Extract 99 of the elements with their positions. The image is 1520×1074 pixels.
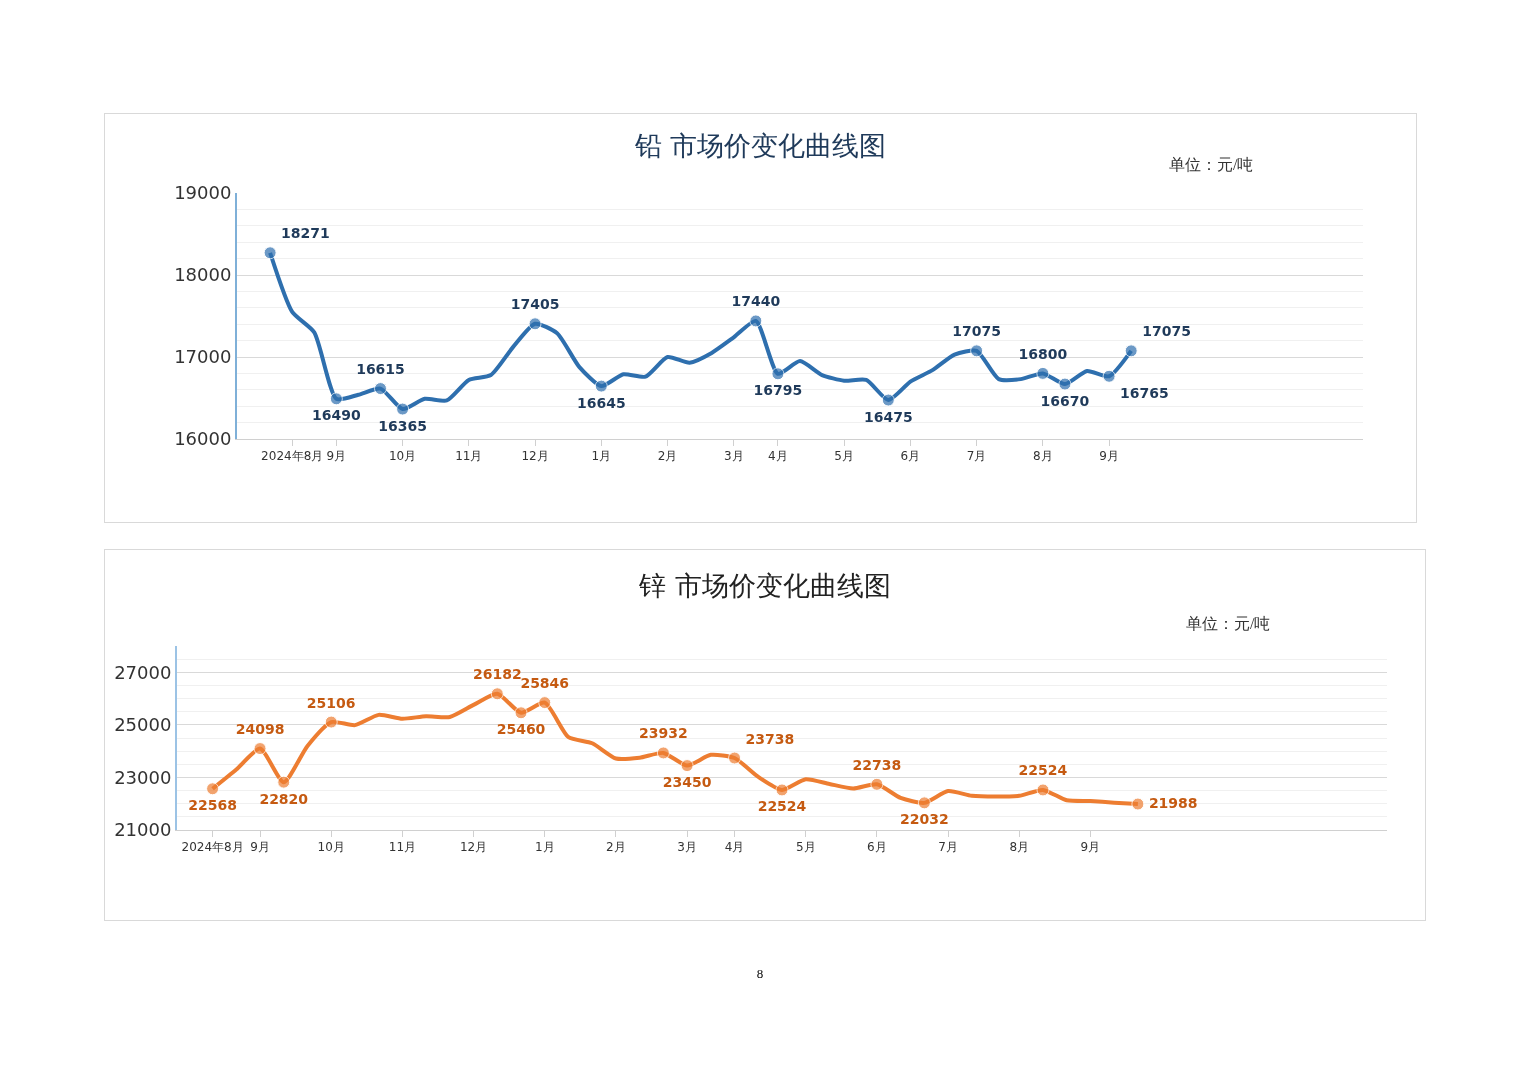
point xyxy=(324,715,338,729)
chart-title: 铅 市场价变化曲线图 xyxy=(633,130,887,162)
x-tick-label: 5月 xyxy=(834,449,854,464)
data-label: 16645 xyxy=(576,394,626,411)
data-label: 21988 xyxy=(1148,794,1198,811)
x-tick-label: 12月 xyxy=(459,840,488,855)
data-label: 16475 xyxy=(863,408,913,425)
x-tick-label: 4月 xyxy=(768,449,788,464)
y-tick-label: 21000 xyxy=(114,819,172,841)
point xyxy=(680,759,694,773)
x-tick-label: 9月 xyxy=(1099,449,1119,464)
data-label: 16365 xyxy=(378,417,427,434)
x-tick-label: 8月 xyxy=(1009,840,1030,855)
x-tick-label: 5月 xyxy=(795,840,816,855)
x-tick-label: 10月 xyxy=(388,449,417,464)
data-label: 22524 xyxy=(1018,762,1068,779)
chart-title: 锌 市场价变化曲线图 xyxy=(638,570,891,602)
x-tick-label: 3月 xyxy=(677,840,697,855)
data-label: 16795 xyxy=(753,382,803,399)
data-label: 25106 xyxy=(306,694,356,711)
point xyxy=(538,696,552,710)
point xyxy=(1058,377,1072,391)
data-label: 17075 xyxy=(952,323,1001,340)
x-tick-label: 8月 xyxy=(1033,449,1053,464)
y-tick-label: 16000 xyxy=(174,428,232,450)
point xyxy=(728,751,742,765)
y-tick-label: 23000 xyxy=(114,766,172,788)
data-label: 24098 xyxy=(235,721,285,738)
data-label: 25460 xyxy=(496,721,546,738)
point xyxy=(396,402,410,416)
y-tick-label: 18000 xyxy=(174,264,232,286)
y-tick-label: 25000 xyxy=(114,714,172,736)
point xyxy=(490,687,504,701)
point xyxy=(206,782,220,796)
data-label: 22820 xyxy=(259,790,309,807)
x-tick-label: 1月 xyxy=(534,840,555,855)
text: 单位：元/吨 xyxy=(1169,156,1254,173)
x-tick-label: 12月 xyxy=(521,449,549,464)
x-tick-label: 7月 xyxy=(938,840,958,855)
data-label: 17440 xyxy=(731,293,781,310)
point xyxy=(970,344,984,358)
x-tick-label: 9月 xyxy=(1080,840,1101,855)
data-label: 25846 xyxy=(520,675,570,692)
data-label: 22032 xyxy=(899,811,949,828)
x-tick-label: 2月 xyxy=(606,840,626,855)
x-tick-label: 1月 xyxy=(591,449,612,464)
x-tick-label: 3月 xyxy=(723,449,744,464)
data-label: 16490 xyxy=(311,407,361,424)
x-tick-label: 11月 xyxy=(455,449,483,464)
x-tick-label: 7月 xyxy=(966,449,987,464)
y-tick-label: 17000 xyxy=(174,346,232,368)
data-label: 26182 xyxy=(472,666,522,683)
point xyxy=(881,393,895,407)
x-tick-label: 11月 xyxy=(388,840,417,855)
point xyxy=(749,314,763,328)
point xyxy=(329,392,343,406)
point xyxy=(870,777,884,791)
data-label: 17405 xyxy=(510,296,560,313)
point xyxy=(775,783,789,797)
data-label: 23738 xyxy=(745,730,795,747)
point xyxy=(1131,797,1145,811)
point xyxy=(374,382,388,396)
point xyxy=(263,246,277,260)
data-label: 16765 xyxy=(1120,384,1169,401)
data-label: 16800 xyxy=(1018,345,1068,362)
x-tick-label: 2月 xyxy=(657,449,678,464)
text: 8 xyxy=(755,966,765,982)
point xyxy=(253,742,267,756)
point xyxy=(1102,369,1116,383)
data-label: 16615 xyxy=(356,361,405,378)
point xyxy=(917,796,931,810)
point xyxy=(528,317,542,331)
x-tick-label: 2024年8月 xyxy=(261,449,324,464)
data-label: 16670 xyxy=(1040,392,1090,409)
y-tick-label: 19000 xyxy=(174,182,232,204)
x-tick-label: 9月 xyxy=(250,840,270,855)
data-label: 17075 xyxy=(1142,323,1191,340)
data-label: 23450 xyxy=(662,774,712,791)
data-label: 22568 xyxy=(188,797,237,814)
text: 单位：元/吨 xyxy=(1186,615,1271,632)
x-tick-label: 4月 xyxy=(724,840,745,855)
x-tick-label: 2024年8月 xyxy=(181,840,244,855)
y-tick-label: 27000 xyxy=(114,661,172,683)
point xyxy=(1124,344,1138,358)
point xyxy=(1036,366,1050,380)
x-tick-label: 6月 xyxy=(900,449,921,464)
point xyxy=(771,367,785,381)
x-tick-label: 6月 xyxy=(867,840,887,855)
point xyxy=(594,379,608,393)
point xyxy=(277,775,291,789)
x-tick-label: 9月 xyxy=(326,449,347,464)
data-label: 22738 xyxy=(852,756,902,773)
x-tick-label: 10月 xyxy=(317,840,345,855)
data-label: 23932 xyxy=(639,725,688,742)
point xyxy=(656,746,670,760)
data-label: 18271 xyxy=(281,225,330,242)
point xyxy=(1036,783,1050,797)
point xyxy=(514,706,528,720)
data-label: 22524 xyxy=(757,798,807,815)
